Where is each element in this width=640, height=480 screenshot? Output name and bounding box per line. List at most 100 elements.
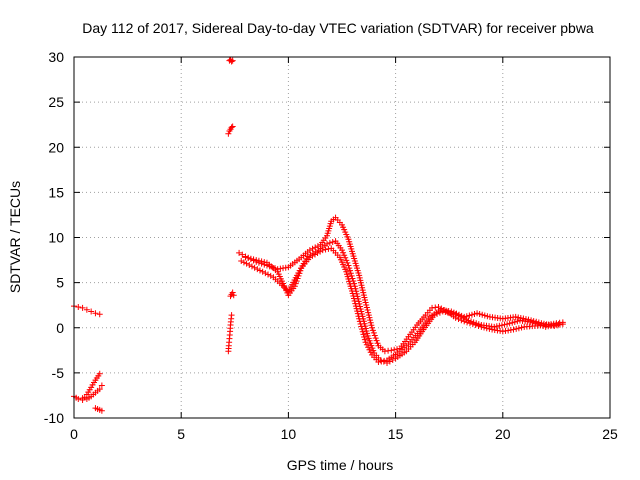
data-point [373, 337, 380, 344]
y-tick-label: 30 [48, 49, 64, 65]
y-tick-label: 25 [48, 94, 64, 110]
y-tick-label: 10 [48, 230, 64, 246]
y-tick-label: 5 [56, 275, 64, 291]
data-point [448, 308, 455, 315]
data-point [520, 315, 527, 322]
data-point [269, 264, 276, 271]
data-point [261, 259, 268, 266]
data-point [346, 265, 353, 272]
data-point [468, 318, 475, 325]
data-point [325, 245, 332, 252]
data-point [450, 309, 457, 316]
data-point [372, 335, 379, 342]
data-point [518, 324, 525, 331]
data-point [465, 317, 472, 324]
data-point [364, 307, 371, 314]
data-point [554, 322, 561, 329]
grid [74, 57, 610, 418]
data-point [312, 244, 319, 251]
x-tick-label: 25 [602, 426, 618, 442]
data-point [515, 325, 522, 332]
data-point [267, 272, 274, 279]
y-tick-label: 20 [48, 139, 64, 155]
data-point [343, 257, 350, 264]
data-point [314, 250, 321, 257]
data-point [345, 262, 352, 269]
data-point [367, 349, 374, 356]
data-point [543, 321, 550, 328]
x-tick-label: 10 [281, 426, 297, 442]
data-point [349, 275, 356, 282]
data-point [356, 318, 363, 325]
data-point [349, 290, 356, 297]
chart-title: Day 112 of 2017, Sidereal Day-to-day VTE… [82, 20, 594, 36]
data-point [476, 311, 483, 318]
data-point [359, 326, 366, 333]
data-point [370, 329, 377, 336]
data-point [368, 322, 375, 329]
data-point [265, 271, 272, 278]
data-point [250, 256, 257, 263]
data-point [329, 239, 336, 246]
data-point [362, 339, 369, 346]
data-point [326, 239, 333, 246]
data-point [513, 325, 520, 332]
data-point [470, 319, 477, 326]
data-point [354, 308, 361, 315]
data-point [391, 346, 398, 353]
x-tick-label: 20 [495, 426, 511, 442]
data-point [458, 312, 465, 319]
data-point [229, 123, 236, 130]
data-point [369, 324, 376, 331]
data-point [348, 272, 355, 279]
data-point [551, 322, 558, 329]
data-point [533, 318, 540, 325]
data-point [98, 382, 105, 389]
data-point [350, 292, 357, 299]
data-point [365, 309, 372, 316]
data-point [466, 312, 473, 319]
data-point [259, 268, 266, 275]
data-point [88, 308, 95, 315]
data-point [248, 263, 255, 270]
data-point [363, 304, 370, 311]
data-point [347, 270, 354, 277]
data-point [306, 254, 313, 261]
data-point [517, 315, 524, 322]
data-point [96, 370, 103, 377]
data-point [239, 251, 246, 258]
data-point [238, 257, 245, 264]
y-tick-label: -10 [44, 410, 64, 426]
data-point [243, 260, 250, 267]
data-point [83, 306, 90, 313]
data-point [92, 310, 99, 317]
data-point [473, 320, 480, 327]
data-point [463, 313, 470, 320]
data-point [481, 312, 488, 319]
data-point [461, 313, 468, 320]
y-axis-label: SDTVAR / TECUs [7, 181, 23, 293]
data-point [255, 257, 262, 264]
data-point [254, 266, 261, 273]
data-point [365, 344, 372, 351]
data-point [357, 320, 364, 327]
data-point [352, 303, 359, 310]
data-point [240, 259, 247, 266]
data-point [359, 328, 366, 335]
data-point [363, 341, 370, 348]
data-point [295, 272, 302, 279]
data-point [556, 321, 563, 328]
data-point [296, 270, 303, 277]
data-point [347, 267, 354, 274]
x-tick-label: 0 [70, 426, 78, 442]
data-point [363, 302, 370, 309]
data-point [535, 319, 542, 326]
data-point [540, 320, 547, 327]
x-axis-label: GPS time / hours [287, 457, 394, 473]
plot-border [73, 56, 611, 419]
x-tick-label: 15 [388, 426, 404, 442]
data-point [311, 251, 318, 258]
data-point [242, 254, 249, 261]
data-point [366, 346, 373, 353]
data-point [253, 257, 260, 264]
